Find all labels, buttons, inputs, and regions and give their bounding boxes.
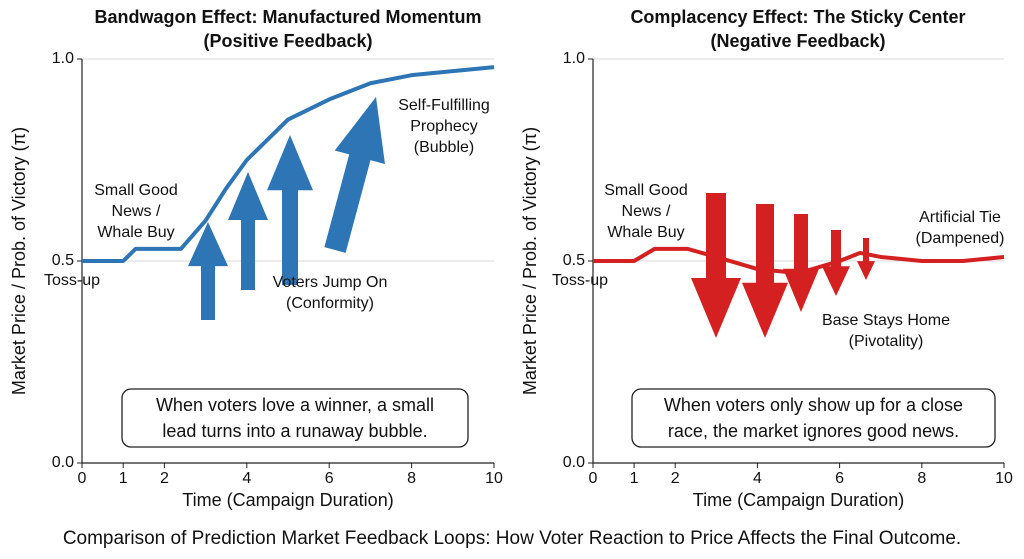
x-axis-label: Time (Campaign Duration) bbox=[182, 490, 393, 510]
arrow bbox=[742, 204, 788, 338]
chart-title: Complacency Effect: The Sticky Center bbox=[630, 7, 965, 27]
annotation: Artificial Tie bbox=[919, 209, 1001, 226]
arrow bbox=[267, 135, 313, 285]
arrow bbox=[188, 222, 228, 320]
note-box bbox=[121, 388, 469, 448]
annotation: Small Good bbox=[604, 182, 688, 199]
arrow bbox=[857, 238, 875, 280]
x-tick-label: 10 bbox=[485, 470, 503, 487]
x-tick-label: 4 bbox=[753, 470, 762, 487]
x-tick-label: 1 bbox=[630, 470, 639, 487]
arrow bbox=[691, 193, 741, 338]
x-tick-label: 2 bbox=[160, 470, 169, 487]
y-axis-label: Market Price / Prob. of Victory (π) bbox=[520, 127, 540, 395]
annotation: News / bbox=[112, 203, 161, 220]
annotation: Whale Buy bbox=[97, 224, 174, 241]
note-box bbox=[631, 388, 996, 448]
arrow bbox=[324, 97, 385, 253]
annotation: Self-Fulfilling bbox=[398, 97, 490, 114]
data-line bbox=[82, 65, 495, 263]
annotation: Toss-up bbox=[44, 272, 100, 289]
note-text: When voters love a winner, a small bbox=[156, 395, 434, 415]
chart-subtitle: (Positive Feedback) bbox=[203, 31, 372, 51]
y-axis-label: Market Price / Prob. of Victory (π) bbox=[9, 127, 29, 395]
annotation: (Conformity) bbox=[286, 295, 374, 312]
y-tick-label: 1.0 bbox=[563, 50, 585, 67]
x-tick-label: 6 bbox=[835, 470, 844, 487]
annotation: (Dampened) bbox=[916, 230, 1005, 247]
annotation: Toss-up bbox=[552, 272, 608, 289]
x-tick-label: 0 bbox=[589, 470, 598, 487]
y-tick-label: 0.0 bbox=[52, 454, 74, 471]
x-tick-label: 4 bbox=[242, 470, 251, 487]
annotation: (Pivotality) bbox=[849, 333, 924, 350]
annotation: Prophecy bbox=[410, 118, 478, 135]
annotation: (Bubble) bbox=[414, 139, 474, 156]
y-tick-label: 0.0 bbox=[563, 454, 585, 471]
arrow bbox=[228, 172, 268, 290]
annotation: Base Stays Home bbox=[822, 312, 950, 329]
x-tick-label: 1 bbox=[119, 470, 128, 487]
x-tick-label: 0 bbox=[78, 470, 87, 487]
arrow bbox=[822, 230, 850, 296]
annotation: Voters Jump On bbox=[273, 274, 388, 291]
annotation: News / bbox=[622, 203, 671, 220]
x-tick-label: 2 bbox=[671, 470, 680, 487]
chart-title: Bandwagon Effect: Manufactured Momentum bbox=[94, 7, 481, 27]
chart-subtitle: (Negative Feedback) bbox=[710, 31, 885, 51]
x-tick-label: 10 bbox=[995, 470, 1013, 487]
x-tick-label: 8 bbox=[407, 470, 416, 487]
y-tick-label: 0.5 bbox=[52, 252, 74, 269]
note-text: lead turns into a runaway bubble. bbox=[162, 421, 427, 441]
y-tick-label: 1.0 bbox=[52, 50, 74, 67]
x-axis-label: Time (Campaign Duration) bbox=[693, 490, 904, 510]
y-tick-label: 0.5 bbox=[563, 252, 585, 269]
annotation: Small Good bbox=[94, 182, 178, 199]
annotation: Whale Buy bbox=[607, 224, 684, 241]
note-text: race, the market ignores good news. bbox=[668, 421, 959, 441]
x-tick-label: 8 bbox=[917, 470, 926, 487]
caption: Comparison of Prediction Market Feedback… bbox=[63, 528, 961, 549]
note-text: When voters only show up for a close bbox=[664, 395, 963, 415]
arrow bbox=[783, 214, 819, 312]
x-tick-label: 6 bbox=[325, 470, 334, 487]
